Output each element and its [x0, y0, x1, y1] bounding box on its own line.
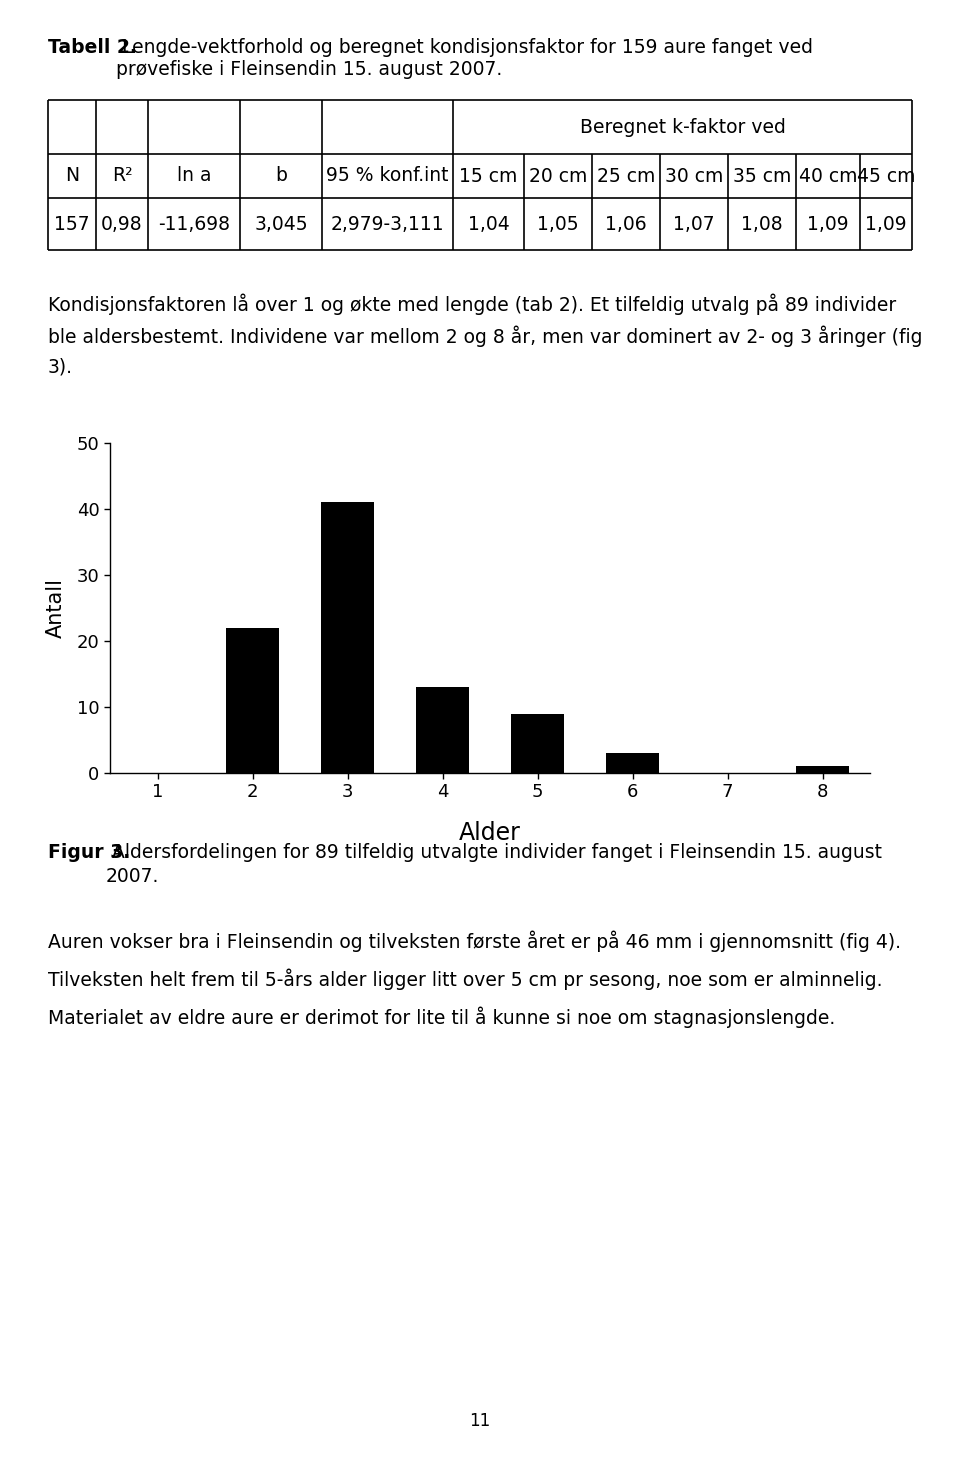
Text: ln a: ln a — [177, 166, 211, 185]
Text: prøvefiske i Fleinsendin 15. august 2007.: prøvefiske i Fleinsendin 15. august 2007… — [116, 60, 502, 79]
Text: 1,07: 1,07 — [673, 214, 715, 233]
Text: 1,09: 1,09 — [865, 214, 907, 233]
Text: 95 % konf.int: 95 % konf.int — [326, 166, 448, 185]
Text: 3).: 3). — [48, 357, 73, 376]
Text: Lengde-vektforhold og beregnet kondisjonsfaktor for 159 aure fanget ved: Lengde-vektforhold og beregnet kondisjon… — [116, 38, 813, 57]
Bar — [512, 713, 564, 773]
Text: R²: R² — [111, 166, 132, 185]
Text: 2,979-3,111: 2,979-3,111 — [330, 214, 444, 233]
Text: 40 cm: 40 cm — [799, 166, 857, 185]
Text: ble aldersbestemt. Individene var mellom 2 og 8 år, men var dominert av 2- og 3 : ble aldersbestemt. Individene var mellom… — [48, 325, 923, 347]
Y-axis label: Antall: Antall — [46, 577, 65, 639]
Text: 3,045: 3,045 — [254, 214, 308, 233]
Text: b: b — [276, 166, 287, 185]
Text: 30 cm: 30 cm — [665, 166, 723, 185]
Bar — [417, 687, 468, 773]
Text: 1,05: 1,05 — [538, 214, 579, 233]
Text: Figur 3.: Figur 3. — [48, 843, 131, 862]
Text: Aldersfordelingen for 89 tilfeldig utvalgte individer fanget i Fleinsendin 15. a: Aldersfordelingen for 89 tilfeldig utval… — [106, 843, 882, 862]
Text: 35 cm: 35 cm — [732, 166, 791, 185]
Text: 1,08: 1,08 — [741, 214, 782, 233]
Text: Tilveksten helt frem til 5-års alder ligger litt over 5 cm pr sesong, noe som er: Tilveksten helt frem til 5-års alder lig… — [48, 968, 882, 990]
Text: -11,698: -11,698 — [158, 214, 230, 233]
Text: Auren vokser bra i Fleinsendin og tilveksten første året er på 46 mm i gjennomsn: Auren vokser bra i Fleinsendin og tilvek… — [48, 930, 901, 952]
Text: Materialet av eldre aure er derimot for lite til å kunne si noe om stagnasjonsle: Materialet av eldre aure er derimot for … — [48, 1006, 835, 1028]
Bar — [607, 754, 659, 773]
Bar — [322, 503, 373, 773]
Text: 1,09: 1,09 — [807, 214, 849, 233]
Text: N: N — [65, 166, 79, 185]
Text: Kondisjonsfaktoren lå over 1 og økte med lengde (tab 2). Et tilfeldig utvalg på : Kondisjonsfaktoren lå over 1 og økte med… — [48, 293, 897, 315]
Text: 2007.: 2007. — [106, 868, 159, 886]
Bar — [797, 767, 849, 773]
Text: 1,04: 1,04 — [468, 214, 510, 233]
Text: Tabell 2.: Tabell 2. — [48, 38, 137, 57]
Text: 25 cm: 25 cm — [597, 166, 655, 185]
Text: 15 cm: 15 cm — [459, 166, 517, 185]
X-axis label: Alder: Alder — [459, 821, 521, 844]
Text: 0,98: 0,98 — [101, 214, 143, 233]
Text: 1,06: 1,06 — [605, 214, 647, 233]
Text: 20 cm: 20 cm — [529, 166, 588, 185]
Bar — [227, 628, 278, 773]
Text: 11: 11 — [469, 1411, 491, 1430]
Text: 45 cm: 45 cm — [856, 166, 915, 185]
Text: Beregnet k-faktor ved: Beregnet k-faktor ved — [580, 118, 785, 137]
Text: 157: 157 — [54, 214, 90, 233]
